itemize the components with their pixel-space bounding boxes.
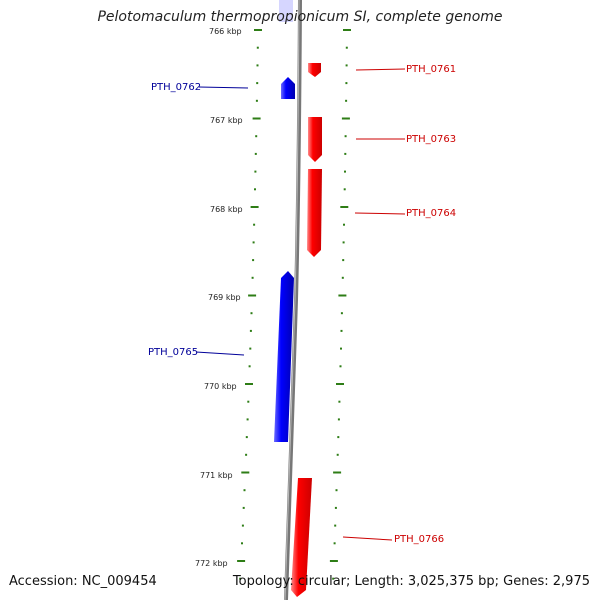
outer-tick <box>344 135 347 138</box>
gene-label-pth-0765[interactable]: PTH_0765 <box>148 347 198 358</box>
inner-tick <box>252 117 261 120</box>
leader-pth-0764 <box>354 212 406 215</box>
inner-tick <box>256 82 259 85</box>
outer-tick <box>337 436 340 439</box>
inner-tick <box>241 524 244 527</box>
inner-tick <box>254 170 257 173</box>
inner-tick <box>243 489 246 492</box>
inner-tick <box>253 223 256 226</box>
topology-text: Topology: circular; Length: 3,025,375 bp… <box>232 574 590 589</box>
accession-text: Accession: NC_009454 <box>9 574 157 589</box>
genome-backbone <box>284 0 302 600</box>
outer-tick <box>345 82 348 85</box>
outer-tick <box>344 170 346 173</box>
scale-label: 771 kbp <box>200 471 233 480</box>
gene-pth-0763[interactable] <box>308 117 322 162</box>
outer-tick <box>339 365 342 368</box>
inner-tick <box>242 506 245 509</box>
gene-label-pth-0761[interactable]: PTH_0761 <box>406 64 456 75</box>
gene-pth-0764[interactable] <box>307 169 322 257</box>
outer-tick <box>340 329 343 332</box>
inner-tick-track <box>237 29 262 580</box>
outer-tick <box>341 117 350 120</box>
gene-label-pth-0764[interactable]: PTH_0764 <box>406 208 456 219</box>
outer-tick <box>344 152 347 155</box>
outer-tick <box>341 276 344 279</box>
scale-label: 770 kbp <box>204 382 237 391</box>
outer-tick <box>345 64 348 67</box>
inner-tick <box>254 152 257 155</box>
leader-pth-0766 <box>342 536 393 541</box>
outer-tick <box>343 188 346 191</box>
inner-tick <box>251 276 254 279</box>
inner-tick <box>245 383 253 385</box>
outer-tick <box>340 206 349 208</box>
outer-tick <box>334 524 337 527</box>
gene-pth-0765[interactable] <box>274 271 294 442</box>
genome-title: Pelotomaculum thermopropionicum SI, comp… <box>97 9 503 25</box>
inner-tick <box>241 471 250 474</box>
gene-pth-0761[interactable] <box>308 63 321 77</box>
inner-tick <box>254 29 262 31</box>
leader-pth-0765 <box>195 351 245 356</box>
inner-tick <box>249 347 252 350</box>
leader-pth-0761 <box>355 68 406 71</box>
inner-tick <box>248 294 257 297</box>
gene-label-pth-0766[interactable]: PTH_0766 <box>394 534 444 545</box>
inner-tick <box>252 241 255 244</box>
gene-label-pth-0762[interactable]: PTH_0762 <box>151 82 201 93</box>
inner-tick <box>246 418 249 421</box>
outer-tick <box>343 223 345 226</box>
scale-label: 769 kbp <box>208 293 241 302</box>
gene-pth-0762[interactable] <box>281 77 295 99</box>
outer-tick <box>333 471 342 474</box>
outer-tick <box>338 400 341 403</box>
gene-pth-0766[interactable] <box>291 478 312 597</box>
inner-tick <box>256 64 259 67</box>
gene-label-pth-0763[interactable]: PTH_0763 <box>406 134 456 145</box>
inner-tick <box>237 560 246 562</box>
scale-label: 768 kbp <box>210 205 243 214</box>
outer-tick <box>343 29 351 31</box>
outer-tick <box>336 383 344 385</box>
scale-label: 766 kbp <box>209 27 242 36</box>
outer-tick <box>335 489 338 492</box>
outer-tick <box>340 347 342 350</box>
outer-tick <box>329 560 338 562</box>
partial-gene-top[interactable] <box>279 0 293 22</box>
outer-tick <box>342 259 345 262</box>
outer-tick <box>340 312 343 315</box>
outer-tick <box>336 453 339 456</box>
outer-tick <box>334 506 337 509</box>
scale-label: 772 kbp <box>195 559 228 568</box>
inner-tick <box>247 400 250 403</box>
outer-tick-track <box>329 29 351 580</box>
inner-tick <box>245 453 248 456</box>
outer-tick <box>342 241 345 244</box>
inner-tick <box>254 188 256 191</box>
inner-tick <box>241 542 243 545</box>
inner-tick <box>252 259 255 262</box>
outer-tick <box>333 542 336 545</box>
inner-tick <box>250 206 259 208</box>
inner-tick <box>255 135 258 138</box>
scale-label: 767 kbp <box>210 116 243 125</box>
outer-tick <box>345 46 348 49</box>
inner-tick <box>239 577 242 580</box>
inner-tick <box>250 312 253 315</box>
inner-tick <box>248 365 251 368</box>
outer-tick <box>332 577 335 580</box>
inner-tick <box>249 329 252 332</box>
leader-pth-0762 <box>198 86 249 89</box>
inner-tick <box>256 46 259 49</box>
outer-tick <box>337 418 340 421</box>
outer-tick <box>338 294 347 297</box>
inner-tick <box>255 99 258 102</box>
outer-tick <box>345 99 348 102</box>
inner-tick <box>245 436 248 439</box>
